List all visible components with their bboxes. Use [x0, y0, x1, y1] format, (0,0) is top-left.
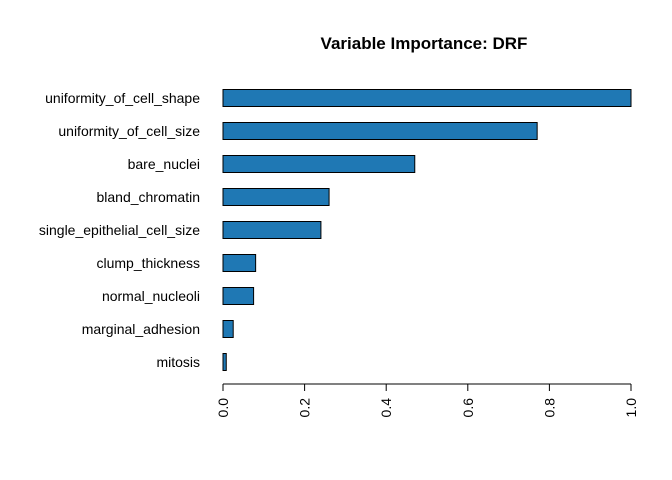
bar-single-epithelial-cell-size	[222, 221, 322, 239]
bar-mitosis	[222, 353, 227, 371]
bar-bland-chromatin	[222, 188, 330, 206]
category-label: uniformity_of_cell_size	[58, 123, 200, 139]
chart-title: Variable Importance: DRF	[321, 34, 528, 53]
bar-bare-nuclei	[222, 155, 416, 173]
x-tick-label: 0.4	[378, 398, 394, 418]
category-label: normal_nucleoli	[102, 288, 200, 304]
bar-clump-thickness	[222, 254, 257, 272]
category-label: bare_nuclei	[128, 156, 200, 172]
x-tick-label: 0.2	[297, 398, 313, 418]
category-label: bland_chromatin	[96, 189, 200, 205]
x-tick-label: 0.8	[541, 398, 557, 418]
category-label: uniformity_of_cell_shape	[45, 90, 200, 106]
category-label: clump_thickness	[97, 255, 201, 271]
bar-marginal-adhesion	[222, 320, 234, 338]
bar-uniformity-of-cell-shape	[222, 89, 632, 107]
x-axis: 0.0 0.2 0.4 0.6 0.8 1.0	[215, 383, 639, 418]
bar-normal-nucleoli	[222, 287, 255, 305]
bar-uniformity-of-cell-size	[222, 122, 538, 140]
x-tick-label: 1.0	[623, 398, 639, 418]
bars-group	[222, 89, 632, 371]
category-label: single_epithelial_cell_size	[39, 222, 200, 238]
x-tick-label: 0.6	[460, 398, 476, 418]
category-labels: uniformity_of_cell_shape uniformity_of_ce…	[39, 90, 200, 370]
x-tick-label: 0.0	[215, 398, 231, 418]
category-label: mitosis	[156, 354, 200, 370]
category-label: marginal_adhesion	[82, 321, 200, 337]
